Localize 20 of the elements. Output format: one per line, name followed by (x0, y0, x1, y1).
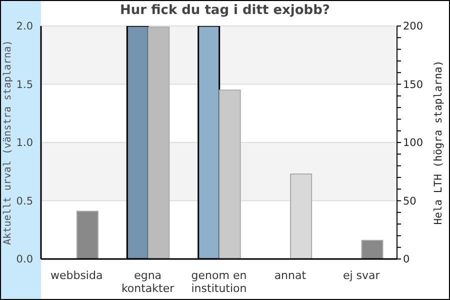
y2-tick-label: 50 (403, 195, 416, 208)
y2-tick-label: 0 (403, 254, 410, 266)
chart-title: Hur fick du tag i ditt exjobb? (119, 3, 331, 18)
y2-tick-label: 100 (403, 137, 424, 150)
x-tick-label: annat (274, 269, 307, 282)
y-tick-label: 2.0 (16, 20, 33, 33)
y-tick-label: 0.5 (16, 195, 33, 208)
x-tick-label: genom en institution (191, 269, 247, 295)
y-tick-label: 1.0 (16, 137, 33, 150)
y2-tick-label: 200 (403, 20, 424, 33)
x-tick-label: ej svar (342, 269, 380, 282)
y2-axis-title: Hela LTH (högra staplarna) (432, 60, 445, 225)
x-tick-label: webbsida (50, 269, 103, 282)
bar (76, 210, 98, 259)
y2-tick-label: 150 (403, 78, 424, 91)
x-tick-label: egna kontakter (121, 269, 175, 295)
y-axis-title: Aktuellt urval (vänstra staplarna) (2, 40, 14, 245)
bar (361, 240, 384, 259)
y-tick-label: 0.0 (16, 254, 33, 266)
y-tick-label: 1.5 (16, 78, 33, 91)
